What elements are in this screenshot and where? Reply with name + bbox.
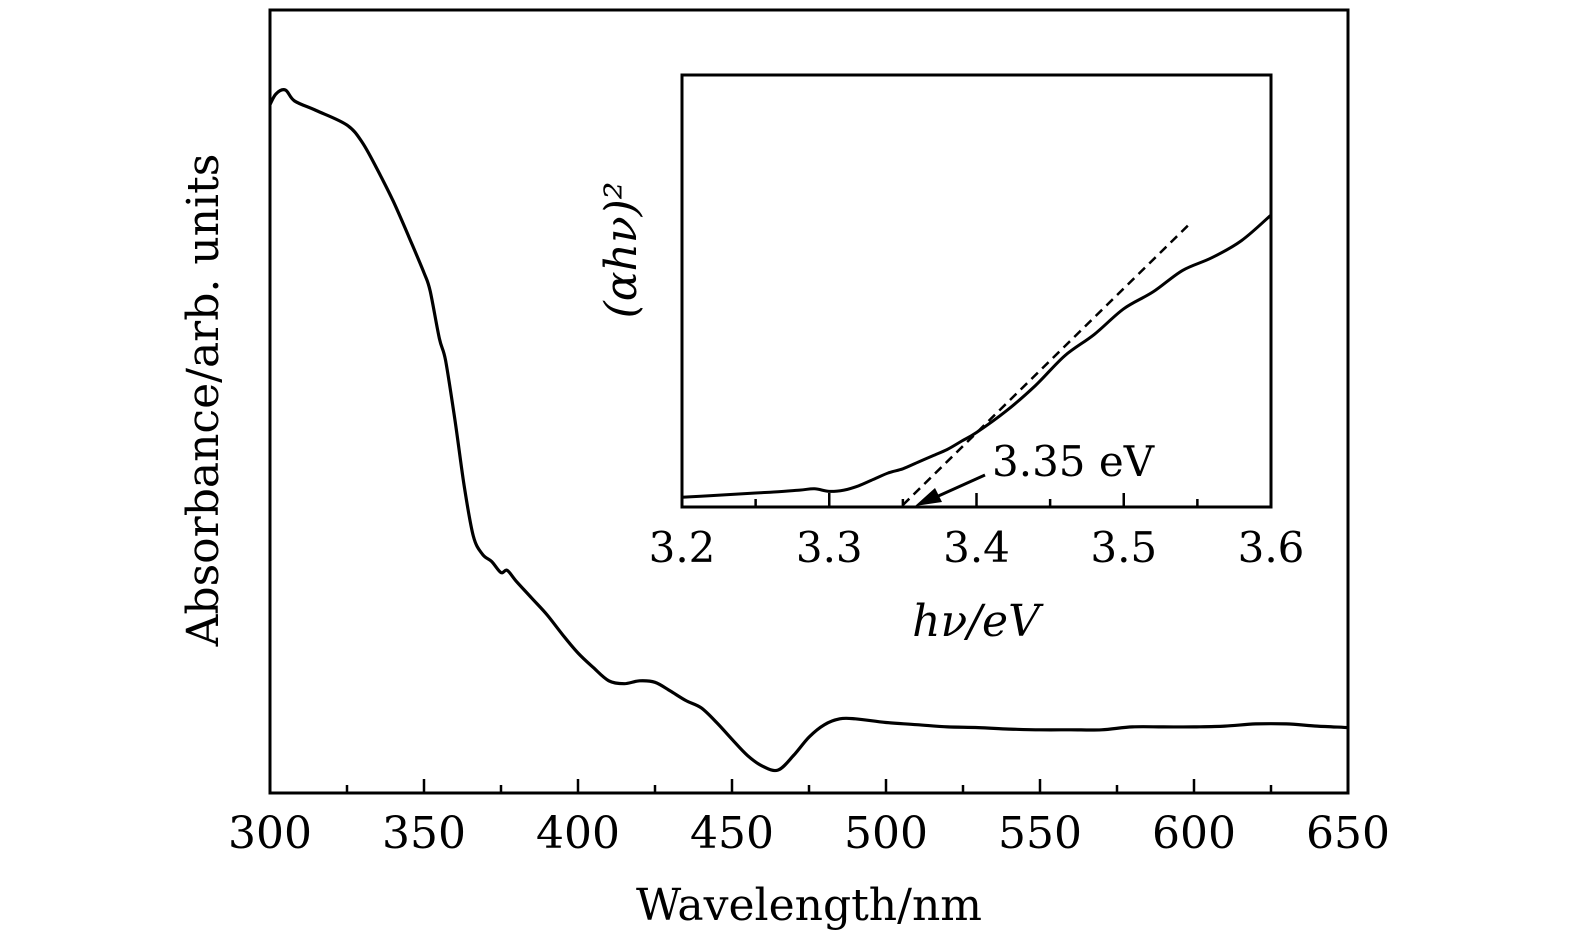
bandgap-arrowhead	[915, 488, 942, 506]
inset-curve	[681, 213, 1272, 499]
main-x-tick-label: 500	[844, 808, 928, 859]
main-x-tick-label: 400	[536, 808, 620, 859]
main-y-axis-title: Absorbance/arb. units	[178, 154, 229, 648]
inset-x-tick-label: 3.4	[943, 523, 1010, 572]
main-x-tick-label: 350	[382, 808, 466, 859]
main-x-axis-title: Wavelength/nm	[636, 880, 982, 931]
inset-x-axis-title: hν/eV	[912, 596, 1044, 647]
main-x-tick-label: 550	[998, 808, 1082, 859]
inset-linear-fit	[901, 222, 1191, 506]
main-x-ticks	[268, 779, 1350, 793]
inset-x-ticks	[680, 493, 1273, 507]
main-x-tick-label: 450	[690, 808, 774, 859]
inset-x-tick-label: 3.6	[1238, 523, 1305, 572]
inset-x-tick-label: 3.2	[649, 523, 716, 572]
main-absorbance-line	[268, 88, 1349, 773]
main-x-tick-label: 650	[1306, 808, 1390, 859]
main-x-tick-label: 600	[1152, 808, 1236, 859]
main-x-tick-label: 300	[228, 808, 312, 859]
inset-y-axis-title: (αhν)²	[596, 182, 647, 319]
inset-x-tick-label: 3.5	[1090, 523, 1157, 572]
main-x-tick-labels: 300 350 400 450 500 550 600 650	[228, 808, 1390, 859]
bandgap-annotation: 3.35 eV	[992, 437, 1155, 486]
inset-plot-frame	[680, 73, 1273, 509]
inset-x-tick-label: 3.3	[796, 523, 863, 572]
inset-x-tick-labels: 3.2 3.3 3.4 3.5 3.6	[649, 523, 1305, 572]
